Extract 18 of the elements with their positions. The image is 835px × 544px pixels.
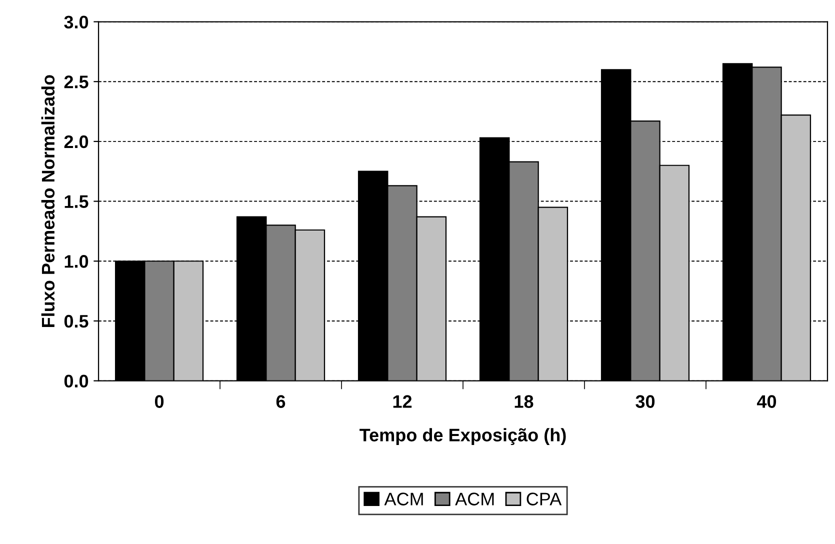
y-tick-label: 2.5 [64,76,88,88]
y-tick-label: 3.0 [64,16,88,29]
x-axis-title: Tempo de Exposição (h) [360,428,566,446]
y-tick-label: 0.5 [64,314,88,328]
legend-label: CPA [526,492,562,506]
y-tick-label: 0.0 [64,374,88,388]
y-tick-label: 1.5 [64,195,88,208]
y-tick-label: 2.0 [64,135,88,148]
x-tick-label: 18 [514,395,534,408]
x-tick-label: 12 [393,395,412,408]
x-tick-label: 30 [636,395,655,408]
legend-label: ACM [455,492,494,506]
y-axis-title: Fluxo Permeado Normalizado [41,75,55,327]
x-tick-label: 0 [154,395,164,408]
legend-label: ACM [384,492,423,506]
y-tick-label: 1.0 [64,255,88,268]
x-tick-label: 6 [276,395,286,408]
x-tick-label: 40 [756,395,776,408]
